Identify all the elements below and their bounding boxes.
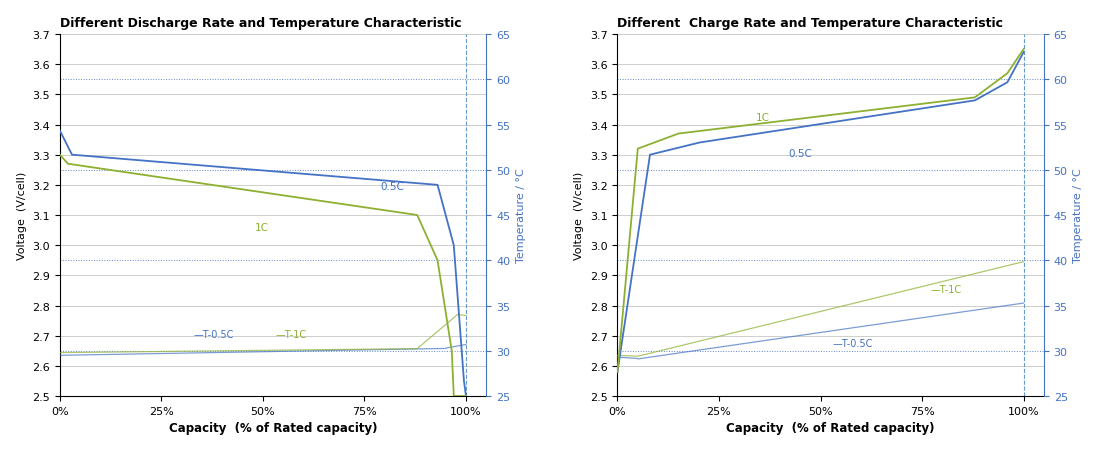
Text: —T-1C: —T-1C <box>931 284 961 295</box>
X-axis label: Capacity  (% of Rated capacity): Capacity (% of Rated capacity) <box>168 421 377 434</box>
Text: —T-1C: —T-1C <box>275 330 306 340</box>
Text: 1C: 1C <box>756 113 770 123</box>
X-axis label: Capacity  (% of Rated capacity): Capacity (% of Rated capacity) <box>726 421 935 434</box>
Text: —T-0.5C: —T-0.5C <box>833 339 873 349</box>
Text: 0.5C: 0.5C <box>788 149 812 159</box>
Text: 1C: 1C <box>255 223 268 233</box>
Text: —T-0.5C: —T-0.5C <box>194 330 234 340</box>
Y-axis label: Voltage  (V/cell): Voltage (V/cell) <box>16 171 26 260</box>
Y-axis label: Temperature / °C: Temperature / °C <box>516 168 526 263</box>
Y-axis label: Temperature / °C: Temperature / °C <box>1074 168 1084 263</box>
Text: 0.5C: 0.5C <box>381 182 405 192</box>
Text: Different Discharge Rate and Temperature Characteristic: Different Discharge Rate and Temperature… <box>59 17 461 30</box>
Text: Different  Charge Rate and Temperature Characteristic: Different Charge Rate and Temperature Ch… <box>617 17 1003 30</box>
Y-axis label: Voltage  (V/cell): Voltage (V/cell) <box>574 171 584 260</box>
